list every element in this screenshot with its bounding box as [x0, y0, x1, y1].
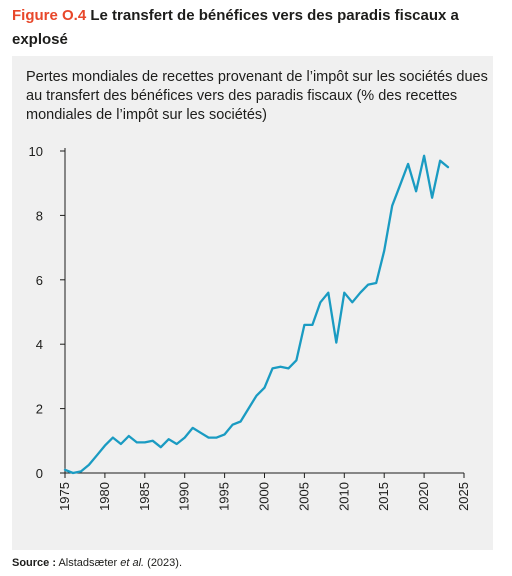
x-tick-label: 2005 — [296, 482, 311, 511]
x-tick-label: 2015 — [376, 482, 391, 511]
x-tick-label: 2010 — [336, 482, 351, 511]
y-tick-label: 0 — [36, 466, 43, 481]
series-line — [63, 154, 450, 475]
source-label: Source : — [12, 557, 57, 569]
x-tick-label: 2020 — [416, 482, 431, 511]
y-tick-label: 8 — [36, 208, 43, 223]
x-tick-label: 1990 — [177, 482, 192, 511]
source-authors: Alstadsæter — [58, 557, 118, 569]
y-tick-label: 2 — [36, 402, 43, 417]
chart-title: Pertes mondiales de recettes provenant d… — [26, 69, 488, 123]
x-tick-label: 2025 — [456, 482, 471, 511]
chart-panel: Pertes mondiales de recettes provenant d… — [12, 56, 493, 550]
x-tick-label: 1975 — [57, 482, 72, 511]
x-tick-label: 1980 — [97, 482, 112, 511]
figure-label: Figure O.4 — [12, 7, 87, 24]
source-note: Source : Alstadsæter et al. (2023). — [12, 557, 182, 569]
figure-header: Figure O.4 Le transfert de bénéfices ver… — [12, 4, 502, 52]
source-year: (2023). — [147, 557, 183, 569]
x-tick-label: 1995 — [217, 482, 232, 511]
x-tick-label: 1985 — [137, 482, 152, 511]
x-tick-label: 2000 — [257, 482, 272, 511]
figure-title: Le transfert de bénéfices vers des parad… — [12, 7, 459, 48]
y-tick-label: 6 — [36, 273, 43, 288]
chart-svg: 0 2 4 6 8 10 1975 1980 1985 1990 1995 2000 2005 2010 2… — [29, 144, 471, 511]
source-etal: et al. — [120, 557, 145, 569]
y-tick-label: 10 — [29, 144, 43, 159]
y-tick-label: 4 — [36, 337, 43, 352]
